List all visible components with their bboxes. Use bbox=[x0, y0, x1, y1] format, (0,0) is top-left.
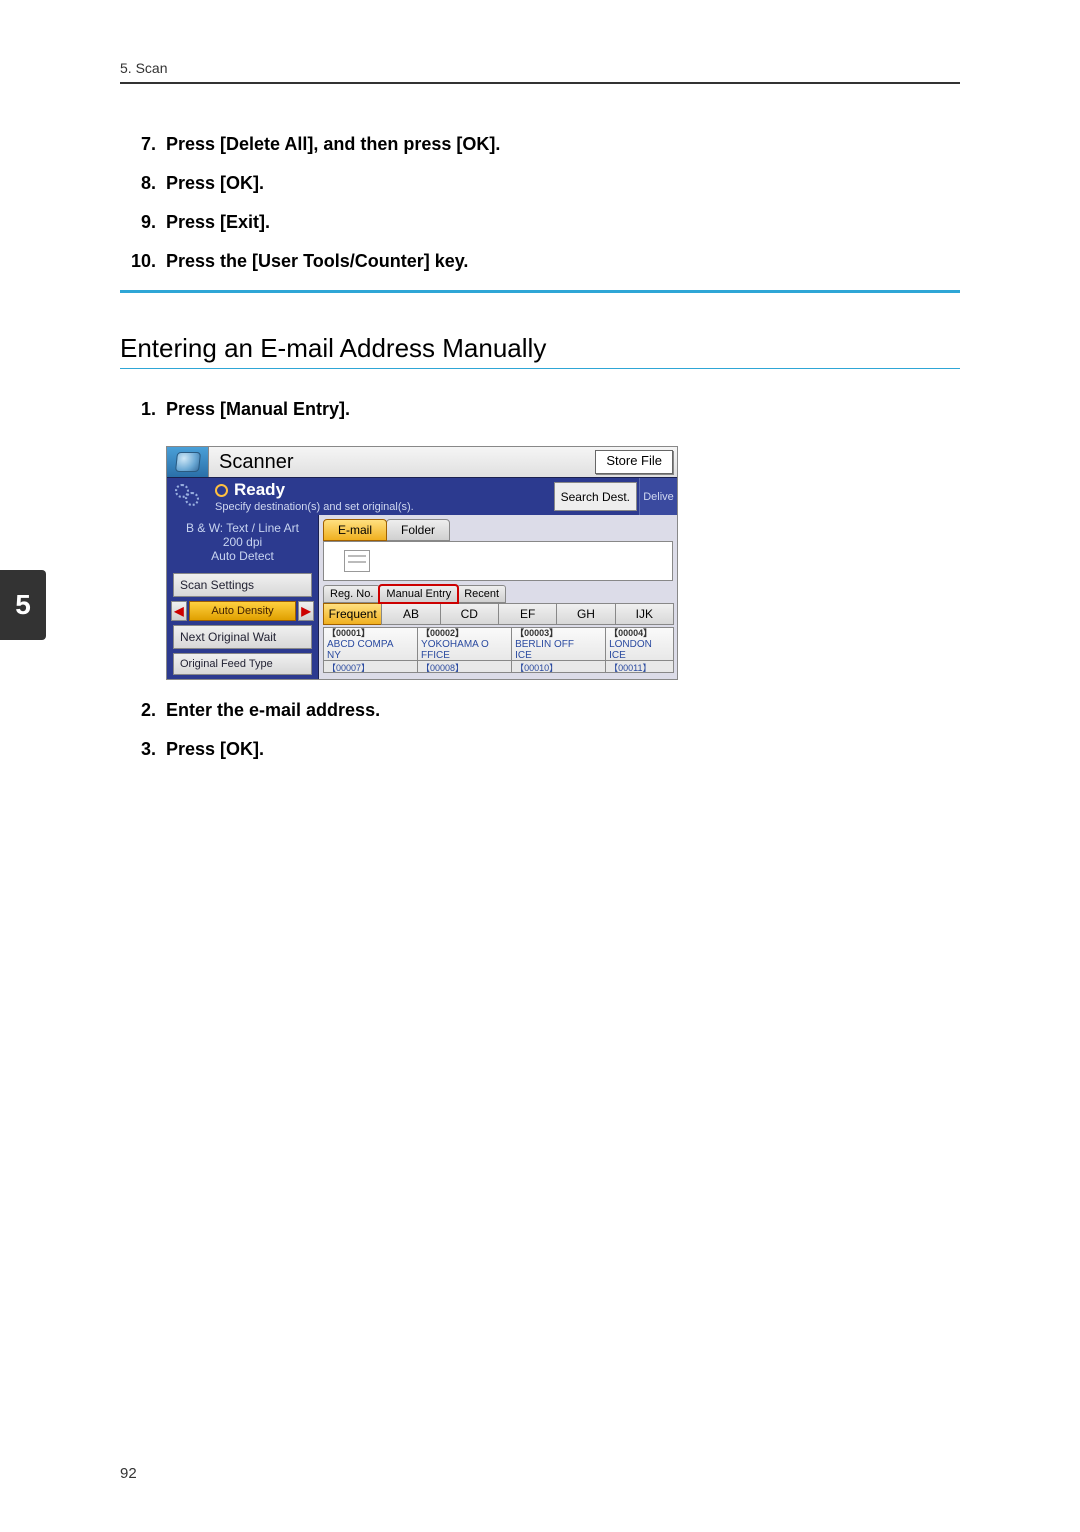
page-number: 92 bbox=[120, 1465, 137, 1482]
header-section: 5. Scan bbox=[120, 60, 960, 76]
destination-area bbox=[323, 541, 673, 581]
alpha-frequent[interactable]: Frequent bbox=[323, 603, 382, 625]
step-8: 8. Press [OK]. bbox=[130, 173, 960, 194]
step-7: 7. Press [Delete All], and then press [O… bbox=[130, 134, 960, 155]
tab-email[interactable]: E-mail bbox=[323, 519, 387, 541]
dest-00004[interactable]: 【00004】 LONDON ICE bbox=[605, 627, 674, 661]
step-num: 8. bbox=[130, 173, 166, 194]
density-right-icon[interactable]: ▶ bbox=[298, 601, 314, 621]
dest-name: BERLIN OFF bbox=[515, 639, 602, 650]
step-10: 10. Press the [User Tools/Counter] key. bbox=[130, 251, 960, 272]
dest-name2: ICE bbox=[609, 650, 670, 661]
dest-00011[interactable]: 【00011】 bbox=[605, 661, 674, 673]
step-text: Press the [User Tools/Counter] key. bbox=[166, 251, 468, 272]
app-title: Scanner bbox=[209, 447, 591, 477]
alpha-ab[interactable]: AB bbox=[381, 603, 440, 625]
status-dot-icon bbox=[215, 484, 228, 497]
step-2: 2. Enter the e-mail address. bbox=[130, 700, 960, 721]
section-rule-bottom bbox=[120, 368, 960, 369]
step-text: Press [OK]. bbox=[166, 739, 264, 760]
dest-code: 【00001】 bbox=[327, 629, 414, 639]
original-feed-button[interactable]: Original Feed Type bbox=[173, 653, 312, 675]
header-rule bbox=[120, 82, 960, 84]
alpha-gh[interactable]: GH bbox=[556, 603, 615, 625]
dest-00003[interactable]: 【00003】 BERLIN OFF ICE bbox=[511, 627, 606, 661]
tab-folder[interactable]: Folder bbox=[386, 519, 450, 541]
dest-name: ABCD COMPA bbox=[327, 639, 414, 650]
step-num: 10. bbox=[130, 251, 166, 272]
step-num: 2. bbox=[130, 700, 166, 721]
manual-entry-tab[interactable]: Manual Entry bbox=[379, 585, 458, 603]
dest-name: LONDON bbox=[609, 639, 670, 650]
step-text: Press [Exit]. bbox=[166, 212, 270, 233]
status-text: Ready bbox=[234, 480, 285, 500]
alpha-ijk[interactable]: IJK bbox=[615, 603, 674, 625]
dest-name2: NY bbox=[327, 650, 414, 661]
delive-tab[interactable]: Delive bbox=[639, 478, 677, 515]
chapter-tab: 5 bbox=[0, 570, 46, 640]
dest-00008[interactable]: 【00008】 bbox=[417, 661, 512, 673]
step-text: Press [Manual Entry]. bbox=[166, 399, 350, 420]
alpha-cd[interactable]: CD bbox=[440, 603, 499, 625]
mode-line-2: 200 dpi bbox=[175, 535, 310, 549]
section-rule-top bbox=[120, 290, 960, 293]
search-dest-button[interactable]: Search Dest. bbox=[554, 482, 637, 511]
document-icon bbox=[344, 550, 370, 572]
dest-00002[interactable]: 【00002】 YOKOHAMA O FFICE bbox=[417, 627, 512, 661]
density-left-icon[interactable]: ◀ bbox=[171, 601, 187, 621]
dest-name2: ICE bbox=[515, 650, 602, 661]
dest-name2: FFICE bbox=[421, 650, 508, 661]
step-9: 9. Press [Exit]. bbox=[130, 212, 960, 233]
dest-code: 【00002】 bbox=[421, 629, 508, 639]
left-panel: B & W: Text / Line Art 200 dpi Auto Dete… bbox=[167, 515, 319, 679]
dest-00007[interactable]: 【00007】 bbox=[323, 661, 418, 673]
dest-code: 【00003】 bbox=[515, 629, 602, 639]
mode-line-1: B & W: Text / Line Art bbox=[175, 521, 310, 535]
device-screenshot: Scanner Store File Ready Specify destina… bbox=[166, 446, 678, 680]
next-original-button[interactable]: Next Original Wait bbox=[173, 625, 312, 649]
step-text: Press [Delete All], and then press [OK]. bbox=[166, 134, 500, 155]
dest-00001[interactable]: 【00001】 ABCD COMPA NY bbox=[323, 627, 418, 661]
store-file-button[interactable]: Store File bbox=[595, 450, 673, 474]
section-title: Entering an E-mail Address Manually bbox=[120, 333, 960, 364]
right-panel: E-mail Folder Reg. No. Manual Entry Rece… bbox=[319, 515, 677, 679]
dest-code: 【00004】 bbox=[609, 629, 670, 639]
step-3: 3. Press [OK]. bbox=[130, 739, 960, 760]
status-subtext: Specify destination(s) and set original(… bbox=[215, 501, 546, 513]
reg-no-tab[interactable]: Reg. No. bbox=[323, 585, 380, 603]
status-bar: Ready Specify destination(s) and set ori… bbox=[167, 477, 677, 515]
titlebar: Scanner Store File bbox=[167, 447, 677, 477]
alpha-ef[interactable]: EF bbox=[498, 603, 557, 625]
step-text: Enter the e-mail address. bbox=[166, 700, 380, 721]
step-num: 1. bbox=[130, 399, 166, 420]
dest-name: YOKOHAMA O bbox=[421, 639, 508, 650]
step-1: 1. Press [Manual Entry]. bbox=[130, 399, 960, 420]
scanner-icon bbox=[167, 447, 209, 477]
recent-tab[interactable]: Recent bbox=[457, 585, 506, 603]
step-num: 9. bbox=[130, 212, 166, 233]
dest-00010[interactable]: 【00010】 bbox=[511, 661, 606, 673]
scan-settings-button[interactable]: Scan Settings bbox=[173, 573, 312, 597]
auto-density-button[interactable]: Auto Density bbox=[189, 601, 296, 621]
step-text: Press [OK]. bbox=[166, 173, 264, 194]
step-num: 3. bbox=[130, 739, 166, 760]
step-num: 7. bbox=[130, 134, 166, 155]
mode-line-3: Auto Detect bbox=[175, 549, 310, 563]
gears-icon bbox=[167, 478, 209, 515]
